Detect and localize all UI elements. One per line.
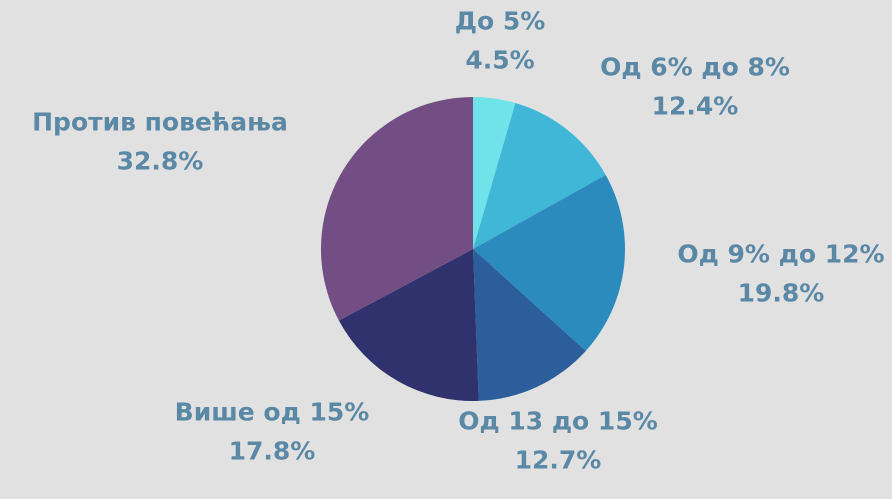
pie-slice — [473, 103, 606, 249]
slice-category-label: Више од 15% — [175, 398, 370, 427]
pie-slice — [320, 97, 473, 321]
slice-category-label: Од 13 до 15% — [458, 407, 658, 436]
slice-value-label: 19.8% — [738, 279, 825, 308]
slice-category-label: Против повећања — [32, 108, 288, 137]
slice-value-label: 17.8% — [229, 437, 316, 466]
slice-category-label: До 5% — [455, 7, 546, 36]
slice-category-label: Од 6% до 8% — [600, 53, 790, 82]
pie-slices — [320, 97, 625, 401]
slice-value-label: 12.4% — [652, 92, 739, 121]
pie-slice — [338, 249, 479, 401]
slice-value-label: 4.5% — [465, 46, 534, 75]
pie-slice — [473, 97, 516, 249]
pie-slice — [473, 249, 586, 401]
slice-category-label: Од 9% до 12% — [677, 240, 884, 269]
pie-labels: До 5% 4.5% Од 6% до 8% 12.4% Од 9% до 12% 19.… — [32, 7, 884, 475]
slice-value-label: 32.8% — [117, 147, 204, 176]
slice-value-label: 12.7% — [515, 446, 602, 475]
pie-slice — [473, 174, 625, 351]
